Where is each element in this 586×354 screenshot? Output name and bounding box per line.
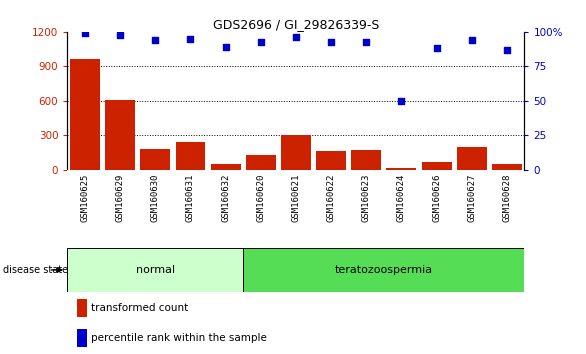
Point	[80, 30, 90, 36]
Text: normal: normal	[136, 265, 175, 275]
Bar	[77, 299, 87, 317]
Point	[151, 37, 160, 43]
Bar	[246, 155, 276, 170]
Text: transformed count: transformed count	[91, 303, 189, 313]
Text: GSM160627: GSM160627	[467, 174, 476, 222]
Text: GSM160621: GSM160621	[291, 174, 301, 222]
Point	[362, 39, 371, 44]
Bar	[243, 248, 524, 292]
Text: GSM160620: GSM160620	[256, 174, 265, 222]
Point	[186, 36, 195, 42]
Bar	[457, 148, 486, 170]
Text: GSM160630: GSM160630	[151, 174, 160, 222]
Text: GSM160631: GSM160631	[186, 174, 195, 222]
Point	[291, 35, 301, 40]
Point	[326, 39, 336, 44]
Bar	[421, 162, 451, 170]
Point	[502, 47, 512, 53]
Bar	[316, 151, 346, 170]
Bar	[70, 59, 100, 170]
Text: GSM160624: GSM160624	[397, 174, 406, 222]
Bar	[387, 168, 416, 170]
Bar	[352, 150, 381, 170]
Bar	[105, 100, 135, 170]
Text: GSM160632: GSM160632	[221, 174, 230, 222]
Text: percentile rank within the sample: percentile rank within the sample	[91, 333, 267, 343]
Point	[432, 46, 441, 51]
Text: GSM160623: GSM160623	[362, 174, 371, 222]
Text: disease state: disease state	[3, 265, 68, 275]
Bar	[281, 135, 311, 170]
Bar	[492, 164, 522, 170]
Point	[115, 32, 125, 38]
Bar	[141, 149, 171, 170]
Point	[467, 37, 476, 43]
Point	[221, 44, 230, 50]
Text: teratozoospermia: teratozoospermia	[335, 265, 433, 275]
Bar	[211, 164, 241, 170]
Text: GSM160628: GSM160628	[502, 174, 512, 222]
Text: GSM160626: GSM160626	[432, 174, 441, 222]
Text: GSM160629: GSM160629	[115, 174, 125, 222]
Bar	[67, 248, 243, 292]
Text: GSM160622: GSM160622	[326, 174, 336, 222]
Bar	[176, 142, 205, 170]
Point	[256, 39, 265, 44]
Title: GDS2696 / GI_29826339-S: GDS2696 / GI_29826339-S	[213, 18, 379, 31]
Text: GSM160625: GSM160625	[80, 174, 90, 222]
Point	[397, 98, 406, 104]
Bar	[77, 329, 87, 347]
